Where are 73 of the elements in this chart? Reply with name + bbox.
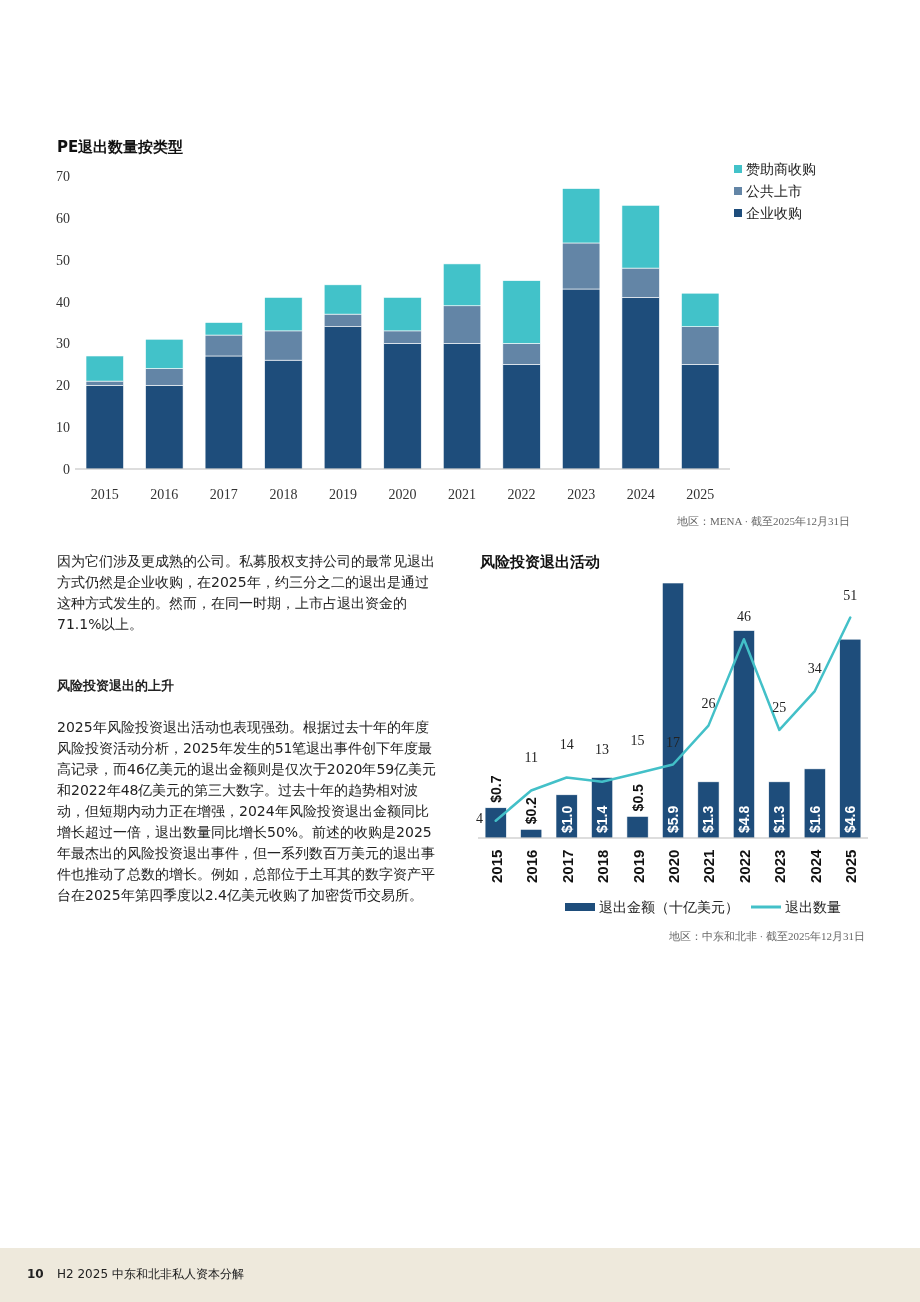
x-tick-label: 2017: [209, 487, 238, 502]
chart-title: 风险投资退出活动: [479, 553, 600, 571]
data-label: $1.4: [594, 805, 611, 833]
bar: [839, 638, 862, 839]
bar: [626, 816, 649, 839]
bar: [484, 807, 507, 839]
x-tick-label: 2015: [90, 487, 119, 502]
y-tick-label: 70: [56, 169, 70, 184]
x-tick-label: 2016: [150, 487, 179, 502]
bar: [662, 582, 684, 839]
data-label: 15: [630, 733, 645, 749]
x-tick-label: 2025: [842, 849, 860, 883]
text: 地区：MENA · 截至2025年12月31日: [676, 515, 850, 527]
y-tick-label: 30: [56, 336, 70, 352]
x-tick-label: 2025: [686, 487, 715, 502]
data-label: 11: [524, 750, 538, 766]
x-tick-label: 2020: [388, 487, 417, 502]
x-tick-label: 2017: [558, 849, 576, 883]
bar: [85, 384, 124, 470]
x-tick-label: 2024: [806, 848, 824, 883]
x-tick-label: 2023: [771, 849, 789, 883]
x-tick-label: 2018: [269, 487, 298, 502]
data-label: $5.9: [665, 805, 681, 833]
x-tick-label: 2019: [629, 849, 647, 883]
y-tick-label: 50: [56, 252, 70, 268]
chart-title: PE退出数量按类型: [57, 138, 184, 156]
data-label: $4.8: [735, 805, 752, 833]
text: 地区：中东和北非 · 截至2025年12月31日: [667, 930, 865, 942]
data-label: $1.3: [771, 805, 788, 833]
data-label: $1.0: [558, 805, 575, 833]
x-tick-label: 2021: [700, 849, 718, 883]
x-tick-label: 2015: [487, 849, 505, 883]
legend-label: 公共上市: [746, 183, 802, 199]
legend-label: 企业收购: [746, 205, 802, 221]
data-label: 13: [595, 741, 610, 757]
x-tick-label: 2024: [626, 487, 655, 502]
y-tick-label: 10: [56, 420, 70, 436]
legend-label: 退出金额（十亿美元）: [599, 899, 739, 915]
legend-label: 退出数量: [785, 899, 841, 915]
data-label: $1.6: [806, 805, 823, 833]
text: H2 2025 中东和北非私人资本分解: [57, 1266, 245, 1282]
y-tick-label: 20: [56, 378, 70, 394]
data-label: 51: [843, 587, 858, 603]
data-label: $0.2: [523, 796, 540, 825]
x-tick-label: 2023: [567, 487, 596, 502]
text: 因为它们涉及更成熟的公司。私募股权支持公司的最常见退出方式仍然是企业收购，在2025年，约三分之二的退出是通过这种方式发生的。然而，在同一时期，上市占退出资金的71.1%以上。: [57, 552, 436, 634]
data-label: 17: [666, 734, 680, 750]
text: 10: [27, 1266, 45, 1282]
data-label: $4.6: [842, 805, 859, 833]
bar: [732, 630, 755, 839]
bar: [85, 355, 124, 382]
x-tick-label: 2022: [507, 487, 536, 502]
y-tick-label: 0: [63, 462, 70, 477]
x-tick-label: 2019: [328, 487, 357, 502]
x-tick-label: 2022: [735, 849, 753, 883]
data-label: $1.3: [700, 805, 717, 833]
data-label: 25: [772, 699, 787, 715]
x-tick-label: 2018: [594, 849, 612, 883]
text: 风险投资退出的上升: [57, 677, 175, 695]
data-label: $0.5: [629, 783, 646, 812]
data-label: 46: [736, 609, 751, 625]
data-label: 4: [476, 810, 484, 826]
data-label: 34: [807, 661, 822, 677]
data-label: $0.7: [487, 775, 504, 803]
x-tick-label: 2016: [523, 849, 541, 883]
data-label: 26: [701, 695, 716, 711]
text: 2025年风险投资退出活动也表现强劲。根据过去十年的年度风险投资活动分析，2025年发生的51笔退出事件创下年度最高记录，而46亿美元的退出金额则是仅次于2020年59亿美元和2022年48亿美元的第三大数字。过去十年的趋势相对波动，但短期内动力正在增强，2024年风险投资退出金额同比增长超过一倍，退出数量同比增长50%。前述的收购是2025年最杰出的风险投资退出事件，但一系列数百万美元的退出事件也推动了总数的增长。例如，总部位于土耳其的数字资产平台在2025年第四季度以2.4亿美元收购了加密货币交易所。: [57, 719, 437, 903]
x-tick-label: 2020: [665, 849, 682, 883]
y-tick-label: 60: [56, 210, 70, 226]
x-tick-label: 2021: [448, 487, 477, 502]
y-tick-label: 40: [56, 294, 70, 310]
legend-label: 赞助商收购: [746, 161, 816, 177]
data-label: 14: [559, 737, 574, 753]
